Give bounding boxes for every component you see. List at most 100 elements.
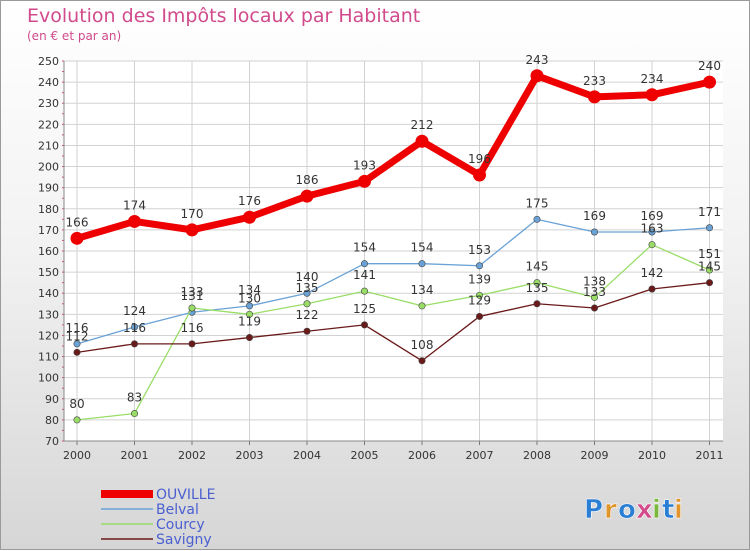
y-tick-label: 120 — [38, 329, 59, 342]
legend-label-ouville: OUVILLE — [156, 487, 215, 503]
y-tick-label: 200 — [38, 161, 59, 174]
data-point — [300, 189, 314, 203]
data-point — [188, 304, 196, 312]
y-tick-label: 160 — [38, 245, 59, 258]
data-point — [590, 304, 598, 312]
data-label: 169 — [583, 209, 606, 223]
x-tick-label: 2000 — [63, 449, 91, 462]
data-label: 124 — [123, 304, 146, 318]
data-point — [645, 88, 659, 102]
data-point — [473, 168, 486, 182]
data-point — [705, 224, 713, 232]
x-tick-label: 2002 — [178, 449, 206, 462]
data-point — [73, 416, 81, 424]
data-point — [648, 228, 656, 236]
series-line-ouville — [76, 72, 711, 242]
logo-letter: x — [636, 495, 653, 525]
y-tick-label: 210 — [38, 139, 59, 152]
data-label: 153 — [468, 243, 491, 257]
data-label: 80 — [69, 397, 84, 411]
data-label: 139 — [468, 272, 491, 286]
data-label: 142 — [641, 266, 664, 280]
data-label: 135 — [526, 281, 549, 295]
data-label: 171 — [698, 205, 721, 219]
data-label: 193 — [353, 158, 376, 172]
y-tick-label: 170 — [38, 224, 59, 237]
data-point — [303, 300, 311, 308]
data-point — [475, 312, 483, 320]
data-point — [131, 340, 139, 348]
data-label: 166 — [66, 215, 89, 229]
y-tick-label: 90 — [45, 393, 59, 406]
data-point — [185, 223, 199, 237]
data-label: 119 — [238, 315, 261, 329]
legend-label-belval: Belval — [156, 502, 199, 518]
data-label: 174 — [123, 198, 146, 212]
data-point — [705, 266, 713, 274]
data-point — [360, 260, 368, 268]
data-point — [475, 262, 483, 270]
data-point — [648, 241, 656, 249]
data-point — [360, 321, 368, 329]
logo-letter: o — [618, 495, 636, 525]
y-tick-label: 250 — [38, 55, 59, 68]
series-line-courcy — [76, 244, 710, 421]
data-point — [73, 340, 81, 348]
data-point — [533, 215, 541, 223]
chart-title: Evolution des Impôts locaux par Habitant — [27, 5, 421, 27]
y-tick-label: 190 — [38, 182, 59, 195]
data-point — [588, 90, 601, 104]
logo-letter: t — [662, 495, 674, 525]
data-label: 175 — [526, 196, 549, 210]
data-label: 141 — [353, 268, 376, 282]
data-point — [418, 302, 426, 310]
data-point — [73, 348, 81, 356]
series-line-savigny — [76, 282, 710, 362]
data-point — [303, 289, 311, 297]
data-label: 163 — [641, 222, 664, 236]
chart-subtitle: (en € et par an) — [27, 29, 122, 43]
data-label: 140 — [296, 270, 319, 284]
data-label: 122 — [296, 308, 319, 322]
data-label: 125 — [353, 302, 376, 316]
data-label: 169 — [641, 209, 664, 223]
data-label: 131 — [181, 289, 204, 303]
data-point — [246, 302, 254, 310]
data-label: 134 — [411, 283, 434, 297]
data-label: 151 — [698, 247, 721, 261]
data-point — [246, 310, 254, 318]
data-label: 129 — [468, 293, 491, 307]
data-label: 212 — [411, 118, 434, 132]
data-point — [131, 410, 139, 418]
data-point — [303, 327, 311, 335]
x-tick-label: 2004 — [293, 449, 321, 462]
data-point — [703, 75, 716, 89]
data-point — [530, 69, 544, 83]
data-label: 108 — [411, 338, 434, 352]
data-point — [246, 334, 254, 342]
data-point — [590, 228, 598, 236]
data-label: 130 — [238, 291, 261, 305]
y-tick-label: 130 — [38, 308, 59, 321]
data-label: 196 — [468, 152, 491, 166]
data-label: 233 — [583, 74, 606, 88]
y-tick-label: 70 — [45, 435, 59, 448]
legend-label-courcy: Courcy — [156, 517, 205, 533]
x-tick-label: 2009 — [581, 449, 609, 462]
data-point — [533, 300, 541, 308]
data-point — [590, 293, 598, 301]
data-point — [243, 210, 256, 224]
data-label: 243 — [526, 53, 549, 67]
y-tick-label: 80 — [45, 414, 59, 427]
logo-letter: P — [584, 495, 603, 525]
data-label: 134 — [238, 283, 261, 297]
x-tick-label: 2003 — [236, 449, 264, 462]
y-tick-label: 230 — [38, 97, 59, 110]
x-tick-label: 2005 — [351, 449, 379, 462]
data-label: 133 — [181, 285, 204, 299]
data-point — [533, 279, 541, 287]
y-tick-label: 100 — [38, 372, 59, 385]
data-label: 154 — [353, 241, 376, 255]
logo-letter: i — [652, 495, 661, 525]
y-tick-label: 110 — [38, 351, 59, 364]
